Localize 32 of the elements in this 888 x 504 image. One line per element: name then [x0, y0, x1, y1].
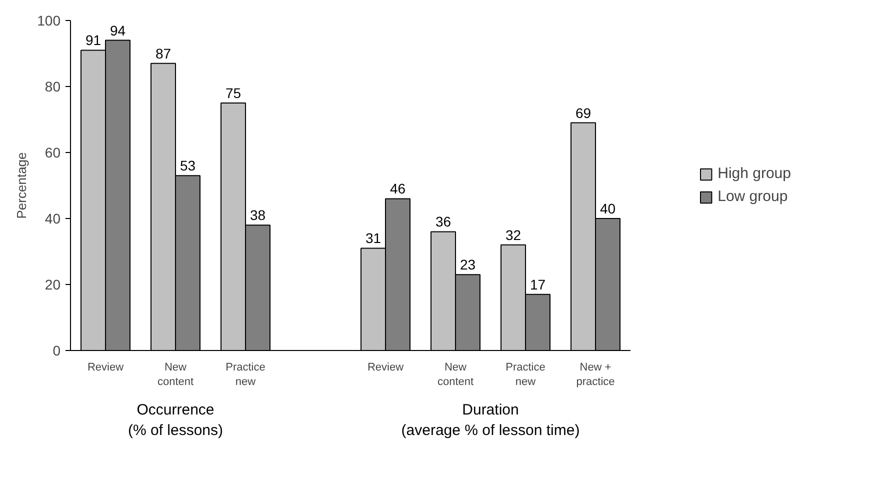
y-tick-label: 60: [44, 144, 61, 160]
data-label: 32: [505, 226, 522, 243]
x-tick-label: Review: [367, 362, 404, 374]
data-label: 17: [530, 276, 546, 292]
legend-label: High group: [718, 165, 791, 182]
data-label: 69: [575, 104, 592, 121]
x-tick-label: Practice new: [226, 362, 266, 388]
x-tick-label: New content: [157, 362, 194, 388]
data-label: 40: [600, 200, 616, 216]
data-label: 46: [390, 180, 406, 197]
data-label: 23: [460, 256, 476, 273]
legend-label: Low group: [718, 188, 788, 205]
x-tick-label: Review: [87, 362, 124, 374]
data-label: 91: [85, 32, 102, 48]
text: Occurrence (% of lessons): [128, 402, 224, 439]
y-tick-label: 0: [52, 342, 61, 358]
data-label: 87: [155, 45, 172, 62]
y-tick-label: 20: [44, 276, 61, 292]
data-label: 94: [110, 22, 126, 38]
y-tick-label: 80: [44, 78, 61, 94]
data-label: 53: [180, 158, 196, 174]
y-axis-title: Percentage: [14, 152, 30, 219]
y-tick-label: 100: [37, 12, 61, 28]
x-tick-label: New + practice: [576, 362, 615, 388]
text: Duration (average % of lesson time): [401, 402, 580, 439]
data-label: 75: [225, 85, 242, 101]
data-label: 38: [250, 207, 266, 224]
data-label: 36: [435, 214, 452, 230]
x-tick-label: Practice new: [506, 362, 546, 388]
x-tick-label: New content: [437, 362, 474, 388]
data-label: 31: [365, 230, 382, 246]
y-tick-label: 40: [44, 210, 61, 226]
